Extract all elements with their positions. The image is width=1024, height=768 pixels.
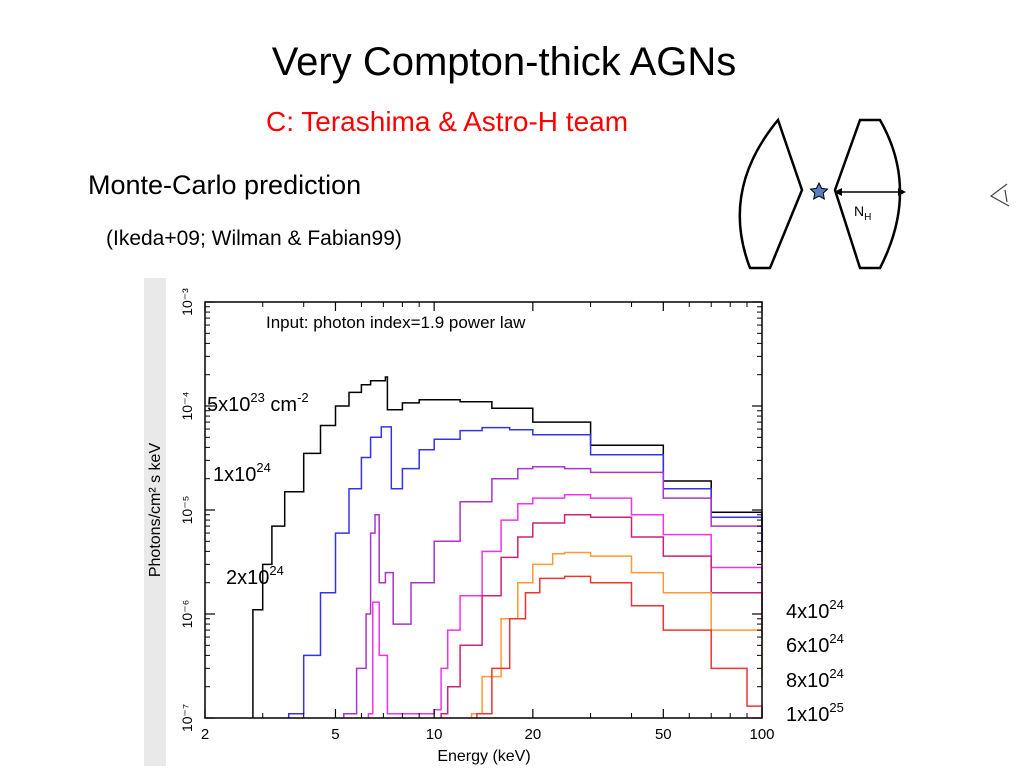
series-layer [252,376,763,718]
spectrum-chart: 2 5 10 20 50 100 10⁻⁷ 10⁻⁶ 10⁻⁵ 10⁻⁴ 10⁻³ Input: p… [144,278,775,766]
slide-subtitle: C: Terashima & Astro-H team [266,106,629,137]
nh-label: NH [854,203,871,223]
series-label-5e23: 5x1023 cm-2 [207,390,309,416]
nh-arrow-head-right [898,188,906,196]
series-label-4e24: 4x1024 [786,597,844,623]
nh-arrow-head-left [834,188,842,196]
citation-text: (Ikeda+09; Wilman & Fabian99) [106,227,402,250]
series-line-2 [343,466,763,718]
series-label-6e24: 6x1024 [786,631,844,657]
y-tick-label-3: 10⁻⁴ [179,392,195,421]
plot-frame [204,301,763,719]
x-tick-label-0: 2 [201,726,209,743]
series-label-8e24: 8x1024 [786,666,844,692]
x-tick-label-1: 5 [331,726,339,743]
series-label-2e24: 2x1024 [226,563,284,589]
y-tick-label-2: 10⁻⁵ [179,496,195,525]
y-tick-label-4: 10⁻³ [179,288,195,316]
x-axis-label: Energy (keV) [437,748,530,765]
series-label-1e25: 1x1025 [786,700,844,726]
series-line-5 [470,551,763,718]
chart-annotation: Input: photon index=1.9 power law [266,313,526,332]
y-tick-label-1: 10⁻⁶ [179,600,195,629]
series-line-3 [367,494,763,718]
series-line-0 [252,376,763,718]
x-tick-label-5: 100 [749,726,774,743]
torus-diagram: NH [738,117,906,270]
axis-layer: 2 5 10 20 50 100 10⁻⁷ 10⁻⁶ 10⁻⁵ 10⁻⁴ 10⁻³ [179,288,775,743]
slide-title: Very Compton-thick AGNs [271,40,737,84]
series-line-4 [440,514,763,718]
y-tick-label-0: 10⁻⁷ [179,704,195,732]
y-axis-label: Photons/cm² s keV [147,443,164,578]
torus-left-half [738,117,804,270]
series-line-6 [476,575,763,718]
observer-eye-icon [989,183,1010,207]
torus-right-half [833,118,902,270]
series-label-1e24: 1x1024 [213,460,271,486]
x-tick-label-3: 20 [525,726,542,743]
star-icon [809,181,829,200]
scan-edge [144,278,166,766]
section-heading: Monte-Carlo prediction [88,170,362,200]
x-tick-label-4: 50 [655,726,672,743]
series-line-1 [287,426,763,718]
x-tick-label-2: 10 [426,726,443,743]
